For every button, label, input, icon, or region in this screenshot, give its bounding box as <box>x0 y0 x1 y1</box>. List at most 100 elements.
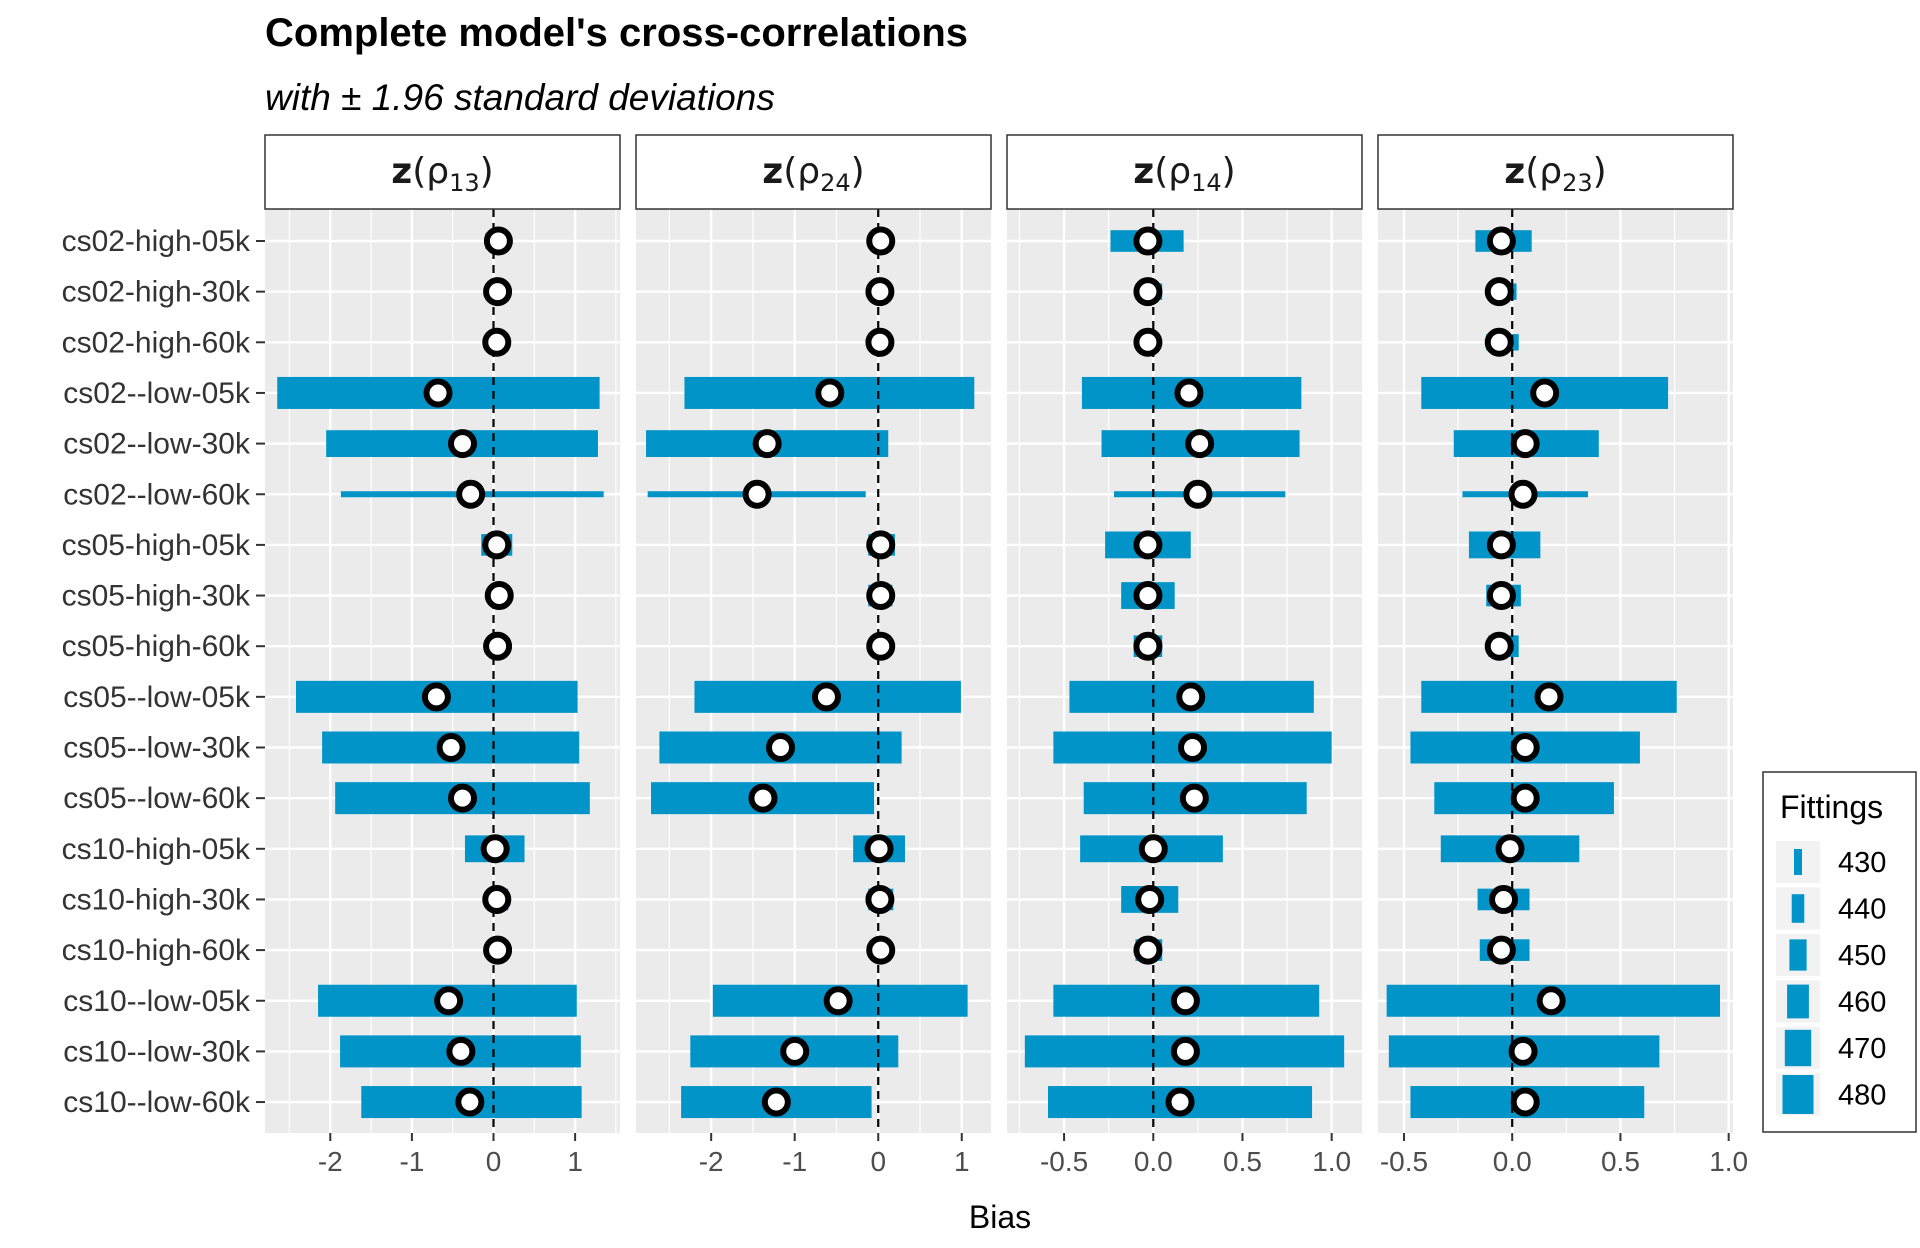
bias-point <box>1495 834 1525 864</box>
x-tick-label: -1 <box>782 1146 807 1177</box>
bias-point <box>483 935 513 965</box>
bias-point <box>866 581 896 611</box>
y-tick-label: cs10-high-05k <box>62 833 251 866</box>
legend-key-label: 430 <box>1838 847 1886 879</box>
bias-point <box>1508 479 1538 509</box>
x-tick-label: 1.0 <box>1312 1146 1351 1177</box>
x-tick-label: 0.0 <box>1134 1146 1173 1177</box>
y-tick-label: cs02-high-60k <box>62 326 251 359</box>
legend-key-swatch <box>1784 1029 1812 1067</box>
y-tick-label: cs10-high-60k <box>62 934 251 967</box>
bias-point <box>423 378 453 408</box>
facet-strip <box>1006 134 1363 210</box>
legend-title: Fittings <box>1780 789 1883 825</box>
bias-point <box>823 986 853 1016</box>
bias-point <box>1174 378 1204 408</box>
legend: Fittings 430 440 450 460 470 480 <box>1762 771 1917 1133</box>
bias-point <box>1486 581 1516 611</box>
bias-point <box>1510 1087 1540 1117</box>
bias-point <box>436 733 466 762</box>
bias-point <box>761 1087 791 1117</box>
bias-point <box>1508 1036 1538 1066</box>
bias-point <box>1133 631 1163 661</box>
bias-point <box>421 682 451 712</box>
bias-point <box>748 783 778 813</box>
y-tick-label: cs02--low-05k <box>63 377 251 410</box>
y-tick-label: cs10--low-05k <box>63 985 251 1018</box>
facet-strip <box>635 134 992 210</box>
bias-point <box>1179 783 1209 813</box>
bias-point <box>1486 935 1516 965</box>
bias-point <box>1183 479 1213 509</box>
chart-title: Complete model's cross-correlations <box>265 11 968 55</box>
bias-point <box>865 277 895 307</box>
bias-point <box>1484 631 1514 661</box>
bias-point <box>484 581 514 611</box>
bias-point <box>447 783 477 813</box>
bias-point <box>1133 530 1163 560</box>
x-tick-label: 0 <box>486 1146 502 1177</box>
y-tick-label: cs05-high-05k <box>62 529 251 562</box>
facet-label: z(ρ23) <box>1504 151 1606 197</box>
bias-point <box>780 1036 810 1066</box>
y-tick-label: cs05-high-60k <box>62 630 251 663</box>
x-tick-label: 0 <box>870 1146 886 1177</box>
legend-key-swatch <box>1787 984 1809 1019</box>
x-tick-label: 0.5 <box>1601 1146 1640 1177</box>
bias-point <box>742 479 772 509</box>
bias-point <box>1185 429 1215 459</box>
legend-key-label: 480 <box>1838 1080 1886 1112</box>
bias-point <box>1484 277 1514 307</box>
bias-point <box>1170 986 1200 1016</box>
x-tick-label: 0.0 <box>1493 1146 1532 1177</box>
bias-point <box>1489 884 1519 914</box>
bias-point <box>766 733 796 762</box>
bias-point <box>1486 530 1516 560</box>
legend-key-swatch <box>1794 849 1802 875</box>
y-tick-label: cs10--low-60k <box>63 1086 251 1119</box>
bias-point <box>815 378 845 408</box>
bias-point <box>865 327 895 357</box>
facet-panels: -2 -1 0 1 z(ρ13) -2 -1 0 1 z(ρ24) -0.5 0.0 0.5 1.0 z(ρ… <box>264 134 1748 1177</box>
legend-key-swatch <box>1789 939 1807 971</box>
bias-point <box>1530 378 1560 408</box>
facet-label: z(ρ24) <box>762 151 864 197</box>
bias-point <box>1534 682 1564 712</box>
bias-point <box>482 327 512 357</box>
y-tick-label: cs02-high-05k <box>62 225 251 258</box>
legend-key-label: 450 <box>1838 940 1886 972</box>
x-tick-label: 1.0 <box>1709 1146 1748 1177</box>
bias-point <box>866 226 896 256</box>
bias-point <box>1536 986 1566 1016</box>
x-tick-label: 1 <box>954 1146 970 1177</box>
bias-point <box>1133 581 1163 611</box>
facet-label: z(ρ14) <box>1133 151 1235 197</box>
legend-key-swatch <box>1791 894 1805 923</box>
bias-point <box>1165 1087 1195 1117</box>
x-tick-label: -2 <box>318 1146 343 1177</box>
y-tick-label: cs05--low-30k <box>63 732 251 765</box>
bias-point <box>1133 226 1163 256</box>
facet-strip <box>264 134 621 210</box>
facet-strip <box>1377 134 1734 210</box>
bias-point <box>456 479 486 509</box>
bias-point <box>483 277 513 307</box>
y-tick-label: cs02-high-30k <box>62 276 251 309</box>
y-tick-label: cs05--low-05k <box>63 681 251 714</box>
facet-panel: -0.5 0.0 0.5 1.0 z(ρ23) <box>1377 134 1748 1177</box>
bias-point <box>865 884 895 914</box>
facet-panel: -0.5 0.0 0.5 1.0 z(ρ14) <box>1006 134 1363 1177</box>
bias-point <box>866 631 896 661</box>
y-tick-label: cs02--low-60k <box>63 478 251 511</box>
y-tick-label: cs10-high-30k <box>62 883 251 916</box>
bias-point <box>1135 884 1165 914</box>
y-tick-label: cs10--low-30k <box>63 1035 251 1068</box>
bias-point <box>483 226 513 256</box>
x-tick-label: -0.5 <box>1040 1146 1088 1177</box>
bias-point <box>482 530 512 560</box>
facet-label: z(ρ13) <box>391 151 493 197</box>
bias-point <box>446 1036 476 1066</box>
bias-point <box>864 834 894 864</box>
x-axis-label: Bias <box>969 1199 1031 1235</box>
bias-point <box>1510 429 1540 459</box>
